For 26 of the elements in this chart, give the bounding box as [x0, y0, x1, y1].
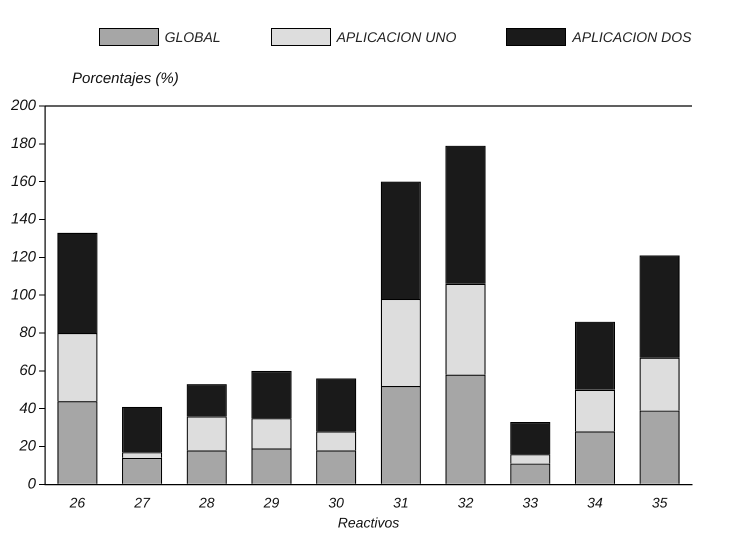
y-tick-label: 200 — [10, 97, 37, 114]
y-tick-label: 120 — [10, 248, 37, 266]
x-tick-label: 26 — [68, 494, 86, 511]
x-tick-label: 28 — [198, 494, 215, 511]
y-tick-label: 60 — [19, 362, 37, 380]
legend-label: GLOBAL — [164, 29, 221, 45]
x-tick-label: 35 — [652, 494, 668, 511]
x-tick-label: 27 — [133, 494, 152, 511]
y-tick-label: 0 — [28, 476, 37, 493]
y-tick-label: 160 — [10, 172, 37, 190]
y-axis-title: Porcentajes (%) — [71, 70, 180, 89]
y-tick-label: 140 — [10, 210, 37, 228]
x-tick-label: 30 — [328, 494, 344, 511]
x-axis-title: Reactivos — [338, 514, 400, 530]
y-tick-label: 180 — [10, 135, 37, 152]
x-tick-label: 33 — [522, 494, 538, 511]
legend-label: APLICACION UNO — [336, 29, 456, 45]
x-tick-label: 32 — [458, 494, 474, 511]
x-tick-label: 29 — [262, 494, 280, 511]
y-tick-label: 40 — [19, 400, 37, 417]
x-tick-label: 34 — [587, 494, 603, 511]
x-tick-label: 31 — [393, 494, 409, 511]
y-tick-label: 80 — [19, 324, 37, 342]
y-tick-label: 100 — [10, 286, 37, 304]
legend-label: APLICACION DOS — [572, 29, 692, 45]
y-tick-label: 20 — [18, 438, 37, 455]
